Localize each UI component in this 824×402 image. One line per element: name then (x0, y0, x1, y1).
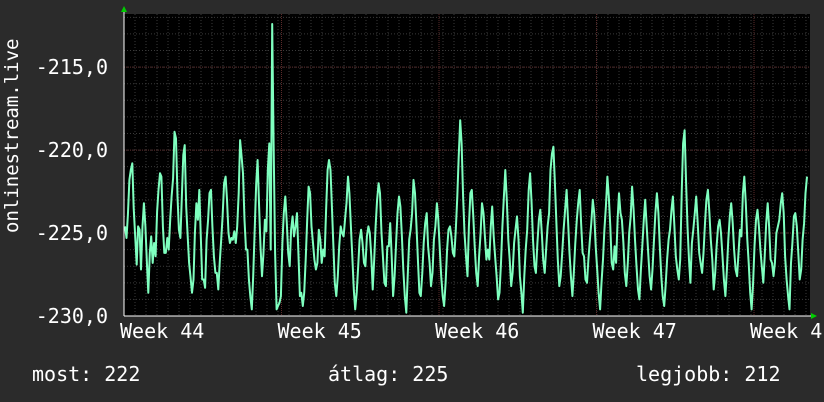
stat-current: most: 222 (32, 362, 141, 386)
series-line (124, 23, 808, 314)
stat-best: legjobb: 212 (636, 362, 781, 386)
x-tick-label: Week 47 (593, 319, 677, 343)
x-tick-label: Week 4 (750, 319, 822, 343)
x-tick-label: Week 46 (435, 319, 519, 343)
y-axis-ticks: -215,0 -220,0 -225,0 -230,0 (36, 55, 108, 328)
minor-grid (124, 14, 810, 316)
y-tick-label: -230,0 (36, 304, 108, 328)
x-tick-label: Week 44 (120, 319, 204, 343)
x-axis-ticks: Week 44 Week 45 Week 46 Week 47 Week 4 (120, 319, 822, 343)
y-axis-label: onlinestream.live (1, 38, 23, 233)
x-tick-label: Week 45 (278, 319, 362, 343)
y-tick-label: -215,0 (36, 55, 108, 79)
stat-average: átlag: 225 (328, 362, 449, 386)
y-tick-label: -220,0 (36, 138, 108, 162)
x-axis-arrow-icon (811, 313, 817, 319)
y-axis-arrow-icon (121, 6, 127, 12)
y-tick-label: -225,0 (36, 221, 108, 245)
